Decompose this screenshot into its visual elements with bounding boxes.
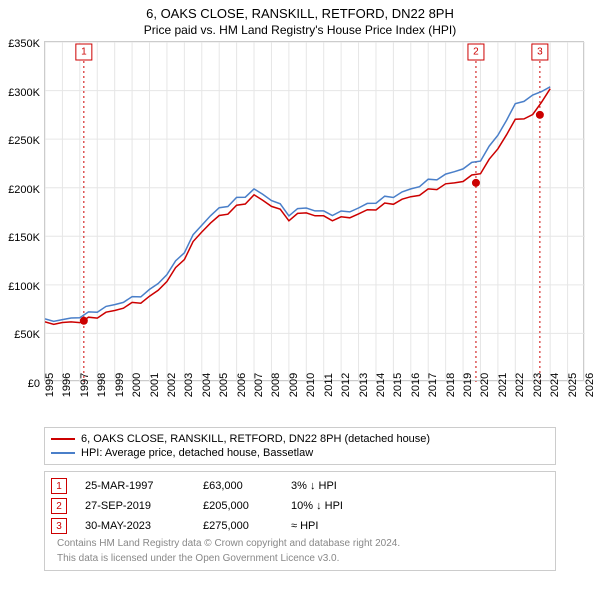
line-chart: 1 2 3: [45, 42, 585, 382]
sale-date: 27-SEP-2019: [85, 500, 185, 512]
x-tick-label: 2017: [427, 373, 439, 397]
sale-marker-icon: 1: [51, 478, 67, 494]
x-tick-label: 1997: [79, 373, 91, 397]
x-tick-label: 2024: [549, 373, 561, 397]
x-tick-label: 2007: [253, 373, 265, 397]
y-tick-label: £300K: [8, 87, 40, 99]
x-tick-label: 2009: [288, 373, 300, 397]
legend: 6, OAKS CLOSE, RANSKILL, RETFORD, DN22 8…: [44, 427, 556, 465]
sale-price: £205,000: [203, 500, 273, 512]
page-subtitle: Price paid vs. HM Land Registry's House …: [0, 21, 600, 41]
sale-diff: ≈ HPI: [291, 520, 411, 532]
sale-price: £275,000: [203, 520, 273, 532]
x-tick-label: 2023: [532, 373, 544, 397]
x-tick-label: 2011: [323, 373, 335, 397]
legend-label: 6, OAKS CLOSE, RANSKILL, RETFORD, DN22 8…: [81, 433, 430, 445]
x-tick-label: 1998: [96, 373, 108, 397]
y-tick-label: £0: [28, 378, 40, 390]
page: 6, OAKS CLOSE, RANSKILL, RETFORD, DN22 8…: [0, 0, 600, 590]
x-tick-label: 2025: [567, 373, 579, 397]
x-tick-label: 2002: [166, 373, 178, 397]
x-tick-label: 2026: [584, 373, 596, 397]
x-tick-label: 2016: [410, 373, 422, 397]
x-tick-label: 2012: [340, 373, 352, 397]
y-tick-label: £150K: [8, 232, 40, 244]
x-tick-label: 2004: [201, 373, 213, 397]
sale-row: 2 27-SEP-2019 £205,000 10% ↓ HPI: [51, 496, 549, 516]
sale-marker-icon: 2: [51, 498, 67, 514]
x-tick-label: 2000: [131, 373, 143, 397]
y-tick-label: £250K: [8, 135, 40, 147]
x-tick-label: 2005: [218, 373, 230, 397]
svg-text:3: 3: [537, 47, 543, 58]
footer-line-2: This data is licensed under the Open Gov…: [51, 551, 549, 566]
x-tick-label: 2019: [462, 373, 474, 397]
x-tick-label: 2010: [305, 373, 317, 397]
x-tick-label: 2022: [514, 373, 526, 397]
x-tick-label: 2021: [497, 373, 509, 397]
x-tick-label: 1995: [44, 373, 56, 397]
sale-diff: 3% ↓ HPI: [291, 480, 411, 492]
footer-line-1: Contains HM Land Registry data © Crown c…: [51, 536, 549, 551]
x-tick-label: 2008: [270, 373, 282, 397]
x-tick-label: 2001: [149, 373, 161, 397]
svg-text:2: 2: [473, 47, 479, 58]
x-tick-label: 2013: [358, 373, 370, 397]
legend-swatch-red: [51, 438, 75, 440]
x-tick-label: 1996: [61, 373, 73, 397]
sale-diff: 10% ↓ HPI: [291, 500, 411, 512]
x-tick-label: 2018: [445, 373, 457, 397]
sale-price: £63,000: [203, 480, 273, 492]
sale-marker-icon: 3: [51, 518, 67, 534]
sale-row: 1 25-MAR-1997 £63,000 3% ↓ HPI: [51, 476, 549, 496]
x-tick-label: 1999: [114, 373, 126, 397]
x-tick-label: 2014: [375, 373, 387, 397]
svg-text:1: 1: [81, 47, 87, 58]
y-axis-labels: £0£50K£100K£150K£200K£250K£300K£350K: [0, 44, 42, 384]
page-title: 6, OAKS CLOSE, RANSKILL, RETFORD, DN22 8…: [0, 0, 600, 21]
x-tick-label: 2020: [479, 373, 491, 397]
y-tick-label: £200K: [8, 184, 40, 196]
sale-row: 3 30-MAY-2023 £275,000 ≈ HPI: [51, 516, 549, 536]
legend-item: 6, OAKS CLOSE, RANSKILL, RETFORD, DN22 8…: [51, 432, 549, 446]
x-tick-label: 2006: [236, 373, 248, 397]
x-tick-label: 2003: [183, 373, 195, 397]
x-axis-labels: 1995199619971998199920002001200220032004…: [44, 381, 584, 421]
y-tick-label: £50K: [14, 329, 40, 341]
chart-area: 1 2 3: [44, 41, 584, 381]
sale-date: 30-MAY-2023: [85, 520, 185, 532]
x-tick-label: 2015: [392, 373, 404, 397]
legend-label: HPI: Average price, detached house, Bass…: [81, 447, 313, 459]
sales-table: 1 25-MAR-1997 £63,000 3% ↓ HPI 2 27-SEP-…: [44, 471, 556, 571]
y-tick-label: £100K: [8, 281, 40, 293]
legend-item: HPI: Average price, detached house, Bass…: [51, 446, 549, 460]
legend-swatch-blue: [51, 452, 75, 454]
y-tick-label: £350K: [8, 38, 40, 50]
sale-date: 25-MAR-1997: [85, 480, 185, 492]
